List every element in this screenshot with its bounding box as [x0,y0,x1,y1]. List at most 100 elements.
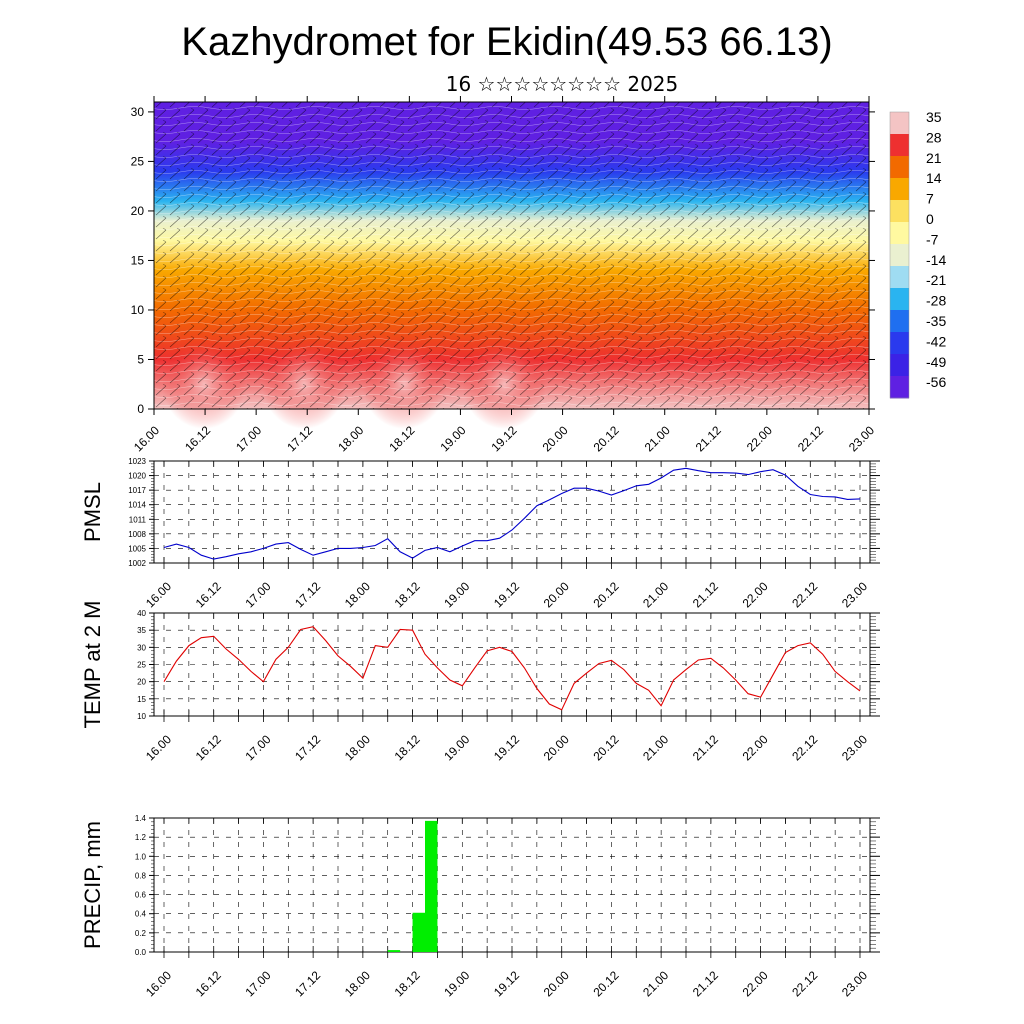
y-axis-title: TEMP at 2 M [80,601,105,729]
x-tick-label: 23.00 [839,968,870,999]
colorbar-swatch [890,266,909,289]
colorbar-swatch [890,376,909,399]
y-tick-label: 1014 [128,501,146,510]
precip-bar [387,950,401,952]
x-tick-label: 17.00 [242,579,273,610]
y-tick-label: 1020 [128,472,146,481]
colorbar-label: 0 [926,211,934,227]
colorbar-swatch [890,156,909,179]
y-tick-label: 0.2 [135,929,147,938]
colorbar-label: 7 [926,191,934,207]
temperature-colorbar: 35 28 21 14 7 0 -7 -14 -21 -28 -35 -42 -49 -56 [889,109,946,399]
pmsl-plot: 1002 1005 1008 1011 1014 1017 1020 1023 16.00 16.… [80,457,880,610]
colorbar-swatch [890,288,909,311]
temp-plot: 10 15 20 25 30 35 40 16.00 16.12 17.00 17.12 18.00 1… [80,601,880,763]
colorbar-label: -28 [926,293,946,309]
colorbar-swatch [890,178,909,201]
y-tick-label: 35 [137,626,146,635]
x-tick-label: 22.00 [740,579,771,610]
colorbar-label: -7 [926,231,939,247]
x-tick-label: 22.12 [789,968,820,999]
x-tick-label: 18.12 [392,579,423,610]
x-tick-label: 18.12 [392,968,423,999]
y-tick-label: 20 [137,678,146,687]
y-tick-label: 1017 [128,486,146,495]
x-tick-label: 20.12 [590,579,621,610]
x-tick-label: 20.12 [591,423,622,454]
colorbar-label: 21 [926,150,942,166]
colorbar-swatch [890,354,909,377]
precip-plot: 0.0 0.2 0.4 0.6 0.8 1.0 1.2 1.4 16.00 16.12 17.00 1… [80,814,880,999]
x-tick-label: 21.12 [690,732,721,763]
colorbar-label: 28 [926,129,942,145]
x-tick-label: 16.00 [143,968,174,999]
x-tick-label: 20.00 [540,423,571,454]
x-tick-label: 17.00 [242,968,273,999]
x-tick-label: 17.00 [242,732,273,763]
precip-bar [412,912,425,952]
y-tick-label: 25 [131,154,145,168]
x-tick-label: 20.12 [590,732,621,763]
y-tick-label: 1.4 [135,814,147,823]
chart-subtitle: 16 ☆☆☆☆☆☆☆☆ 2025 [446,72,679,96]
x-tick-label: 16.12 [193,968,224,999]
x-tick-label: 18.00 [335,423,366,454]
y-tick-label: 0.4 [135,910,147,919]
y-tick-label: 1002 [128,559,146,568]
y-tick-label: 15 [137,695,146,704]
x-tick-label: 16.00 [131,423,162,454]
series-line [163,626,861,711]
y-tick-label: 0 [137,402,144,416]
x-tick-label: 18.12 [392,732,423,763]
series-line [163,467,861,560]
x-tick-label: 17.12 [292,579,323,610]
chart-title: Kazhydromet for Ekidin(49.53 66.13) [181,20,832,64]
colorbar-swatch [890,332,909,355]
y-axis-title: PRECIP, mm [80,821,105,949]
x-tick-label: 17.12 [292,968,323,999]
plot-frame [153,817,871,953]
x-tick-label: 20.00 [541,732,572,763]
x-tick-label: 16.12 [193,579,224,610]
y-tick-label: 20 [131,204,145,218]
x-tick-label: 20.00 [541,579,572,610]
y-tick-label: 30 [137,643,146,652]
x-tick-label: 19.00 [437,423,468,454]
y-tick-label: 30 [131,105,145,119]
y-tick-label: 10 [137,712,146,721]
x-tick-label: 22.12 [789,579,820,610]
y-tick-label: 10 [131,303,145,317]
y-tick-label: 1011 [129,515,147,524]
colorbar-swatch [890,112,909,135]
y-tick-label: 40 [137,609,146,618]
x-tick-label: 21.12 [690,579,721,610]
x-tick-label: 21.00 [640,732,671,763]
x-tick-label: 22.12 [789,732,820,763]
colorbar-label: 35 [926,109,942,125]
x-tick-label: 21.12 [693,423,724,454]
colorbar-label: -21 [926,272,946,288]
x-tick-label: 22.00 [740,968,771,999]
y-tick-label: 25 [137,661,146,670]
x-tick-label: 21.00 [640,579,671,610]
colorbar-label: 14 [926,170,942,186]
x-tick-label: 22.12 [795,423,826,454]
colorbar-label: -14 [926,252,946,268]
x-tick-label: 16.00 [143,732,174,763]
x-tick-label: 23.00 [839,732,870,763]
x-tick-label: 22.00 [740,732,771,763]
x-tick-label: 19.00 [441,732,472,763]
x-tick-label: 21.12 [690,968,721,999]
colorbar-label: -35 [926,313,946,329]
x-tick-label: 18.00 [342,968,373,999]
x-tick-label: 21.00 [642,423,673,454]
y-axis-title: PMSL [80,482,105,542]
x-tick-label: 23.00 [839,579,870,610]
y-tick-label: 1.2 [135,833,147,842]
y-tick-label: 0.0 [135,948,147,957]
x-tick-label: 22.00 [744,423,775,454]
x-tick-label: 17.00 [233,423,264,454]
y-tick-label: 1023 [128,457,146,466]
colorbar-swatch [890,244,909,267]
